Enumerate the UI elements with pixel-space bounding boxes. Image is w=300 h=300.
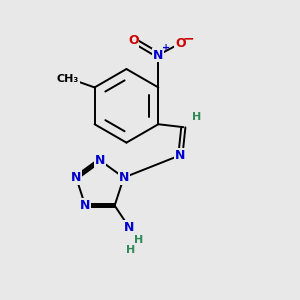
Text: N: N bbox=[175, 149, 186, 162]
Text: N: N bbox=[80, 199, 90, 212]
Text: H: H bbox=[134, 235, 143, 245]
Text: O: O bbox=[128, 34, 139, 47]
Text: H: H bbox=[192, 112, 201, 122]
Text: O: O bbox=[175, 37, 186, 50]
Text: N: N bbox=[95, 154, 105, 167]
Text: N: N bbox=[71, 171, 81, 184]
Text: CH₃: CH₃ bbox=[57, 74, 79, 84]
Text: +: + bbox=[162, 43, 170, 53]
Text: N: N bbox=[153, 49, 164, 62]
Text: H: H bbox=[126, 245, 136, 255]
Text: N: N bbox=[118, 171, 129, 184]
Text: −: − bbox=[183, 31, 194, 45]
Text: N: N bbox=[124, 221, 135, 234]
